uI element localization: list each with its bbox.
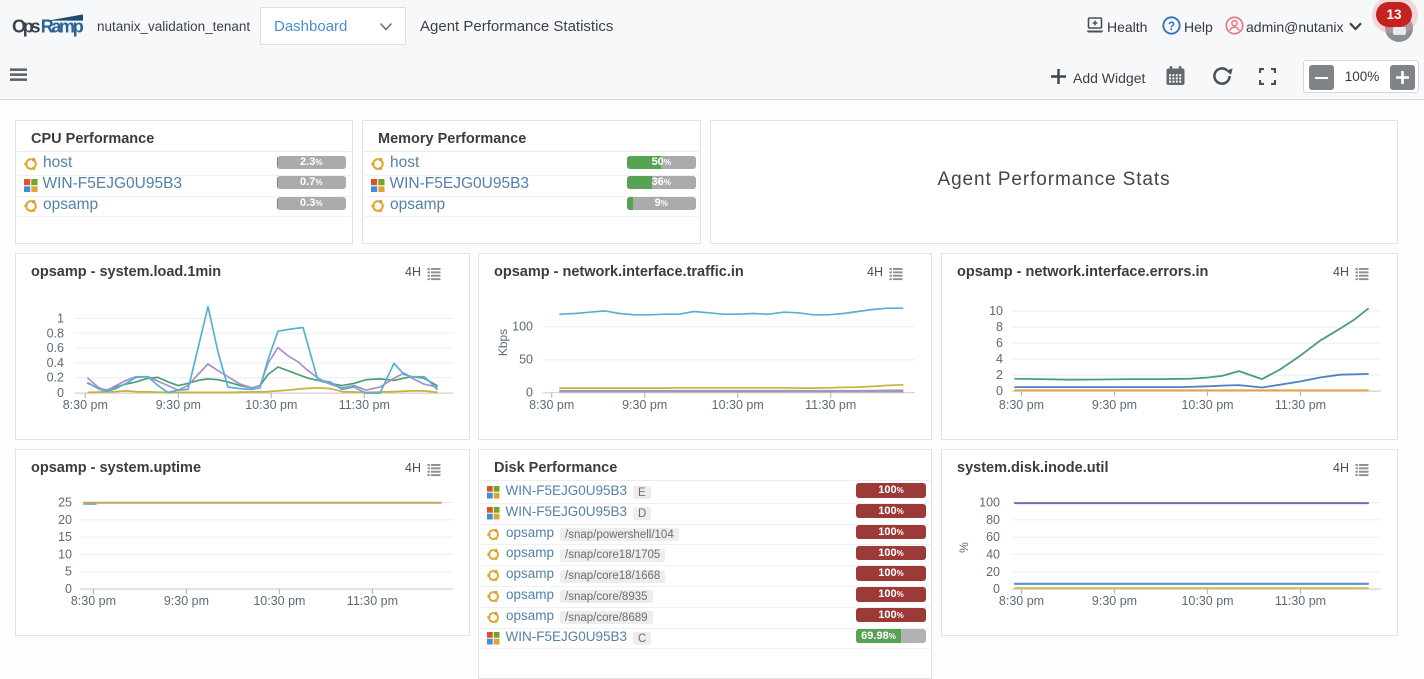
- svg-text:0.2: 0.2: [47, 370, 64, 384]
- svg-text:1: 1: [57, 311, 64, 325]
- svg-text:4: 4: [996, 352, 1003, 366]
- svg-text:Kbps: Kbps: [496, 328, 510, 355]
- svg-text:8:30 pm: 8:30 pm: [529, 398, 574, 412]
- svg-text:8: 8: [996, 320, 1003, 334]
- svg-text:%: %: [957, 541, 971, 552]
- svg-text:0.6: 0.6: [47, 341, 64, 355]
- svg-text:10:30 pm: 10:30 pm: [1181, 594, 1233, 608]
- svg-text:20: 20: [986, 564, 1000, 578]
- svg-text:0.4: 0.4: [47, 355, 64, 369]
- svg-text:100: 100: [979, 495, 1000, 509]
- svg-text:10:30 pm: 10:30 pm: [253, 594, 305, 608]
- svg-text:11:30 pm: 11:30 pm: [1275, 398, 1326, 412]
- svg-text:25: 25: [58, 495, 72, 509]
- svg-text:9:30 pm: 9:30 pm: [156, 398, 201, 412]
- svg-text:80: 80: [986, 512, 1000, 526]
- svg-text:8:30 pm: 8:30 pm: [63, 398, 108, 412]
- svg-text:0: 0: [993, 582, 1000, 596]
- svg-text:0: 0: [65, 582, 72, 596]
- svg-text:?: ?: [1168, 21, 1175, 33]
- svg-text:10:30 pm: 10:30 pm: [1181, 398, 1233, 412]
- svg-text:10:30 pm: 10:30 pm: [712, 398, 764, 412]
- svg-text:15: 15: [58, 530, 72, 544]
- svg-text:9:30 pm: 9:30 pm: [1092, 594, 1137, 608]
- svg-text:9:30 pm: 9:30 pm: [622, 398, 667, 412]
- svg-text:0.8: 0.8: [47, 326, 64, 340]
- svg-text:11:30 pm: 11:30 pm: [347, 594, 398, 608]
- svg-text:2: 2: [996, 368, 1003, 382]
- svg-text:0: 0: [526, 385, 533, 399]
- svg-text:40: 40: [986, 547, 1000, 561]
- svg-text:Ramp: Ramp: [41, 17, 84, 37]
- svg-text:Ops: Ops: [12, 17, 41, 37]
- svg-text:50: 50: [519, 352, 533, 366]
- svg-text:8:30 pm: 8:30 pm: [999, 594, 1044, 608]
- svg-text:9:30 pm: 9:30 pm: [164, 594, 209, 608]
- svg-text:11:30 pm: 11:30 pm: [1275, 594, 1326, 608]
- svg-text:10:30 pm: 10:30 pm: [245, 398, 297, 412]
- svg-text:10: 10: [989, 304, 1003, 318]
- svg-text:6: 6: [996, 336, 1003, 350]
- svg-text:10: 10: [58, 547, 72, 561]
- svg-text:5: 5: [65, 564, 72, 578]
- svg-text:9:30 pm: 9:30 pm: [1092, 398, 1137, 412]
- svg-text:0: 0: [57, 386, 64, 400]
- svg-text:60: 60: [986, 530, 1000, 544]
- svg-text:8:30 pm: 8:30 pm: [999, 398, 1044, 412]
- svg-text:0: 0: [996, 384, 1003, 398]
- svg-text:20: 20: [58, 512, 72, 526]
- svg-text:100: 100: [512, 319, 533, 333]
- svg-text:8:30 pm: 8:30 pm: [71, 594, 116, 608]
- svg-text:11:30 pm: 11:30 pm: [805, 398, 856, 412]
- svg-text:11:30 pm: 11:30 pm: [339, 398, 390, 412]
